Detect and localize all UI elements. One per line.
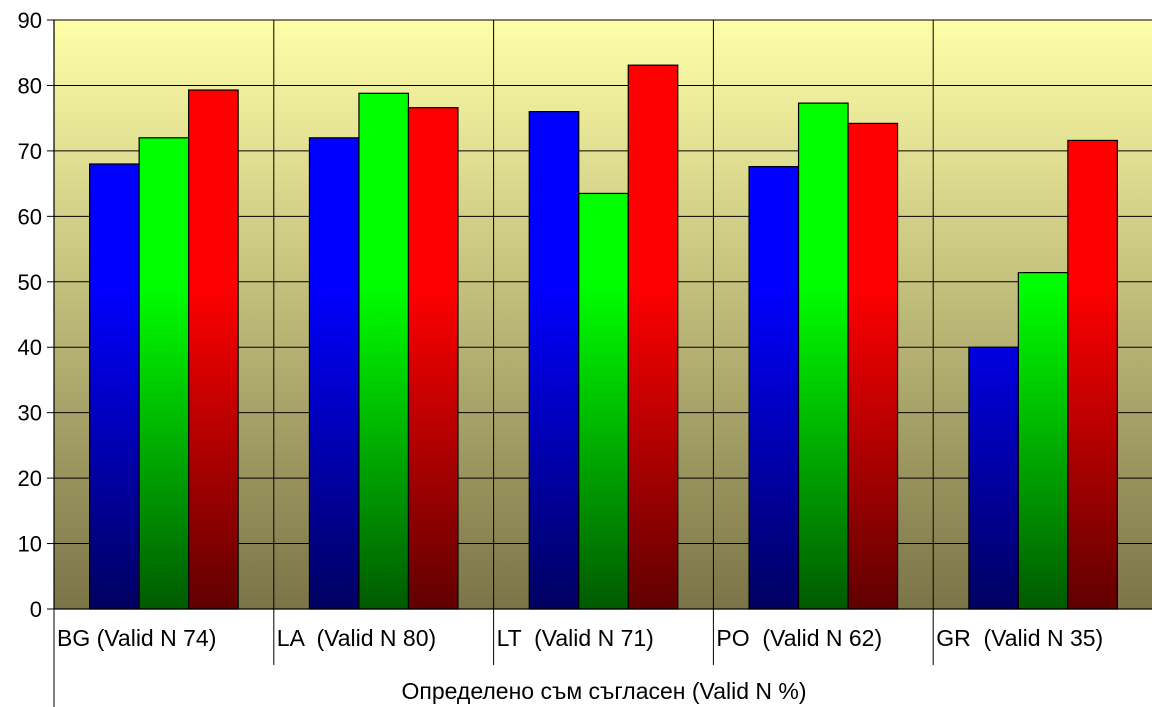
category-label: BG (Valid N 74) [57,625,216,651]
y-tick-label: 0 [30,597,42,622]
y-tick-label: 80 [18,73,42,98]
y-tick-label: 30 [18,401,42,426]
bar-series-1-4 [968,346,1019,610]
bar-series-3-4 [1067,139,1118,610]
y-tick-label: 50 [18,270,42,295]
axes [47,19,1152,707]
bar-series-1-0 [89,163,140,610]
bar-series-2-4 [1017,272,1069,610]
bar-series-2-3 [797,102,849,610]
bars [89,64,1118,610]
y-tick-label: 40 [18,335,42,360]
x-axis-title: Определено съм съгласен (Valid N %) [402,678,807,704]
y-tick-label: 60 [18,204,42,229]
y-tick-label: 10 [18,532,42,557]
y-tick-label: 20 [18,466,42,491]
bar-series-2-1 [358,92,410,610]
bar-series-1-3 [748,165,800,610]
bar-series-2-2 [578,192,629,610]
category-label: PO (Valid N 62) [716,625,882,651]
category-labels: BG (Valid N 74) LA (Valid N 80) LT (Valid … [57,625,1103,651]
bar-series-3-0 [188,89,239,610]
category-label: LT (Valid N 71) [497,625,654,651]
bar-series-1-1 [308,137,360,610]
bar-series-1-2 [528,111,580,610]
y-tick-label: 70 [18,139,42,164]
y-tick-label: 90 [18,8,42,33]
category-label: GR (Valid N 35) [936,625,1103,651]
bar-series-3-2 [627,64,679,610]
bar-series-3-3 [847,122,899,610]
category-label: LA (Valid N 80) [277,625,436,651]
bar-series-2-0 [138,137,190,610]
y-tick-labels: 0 10 20 30 40 50 60 70 80 90 [18,8,42,622]
bar-series-3-1 [407,107,459,610]
